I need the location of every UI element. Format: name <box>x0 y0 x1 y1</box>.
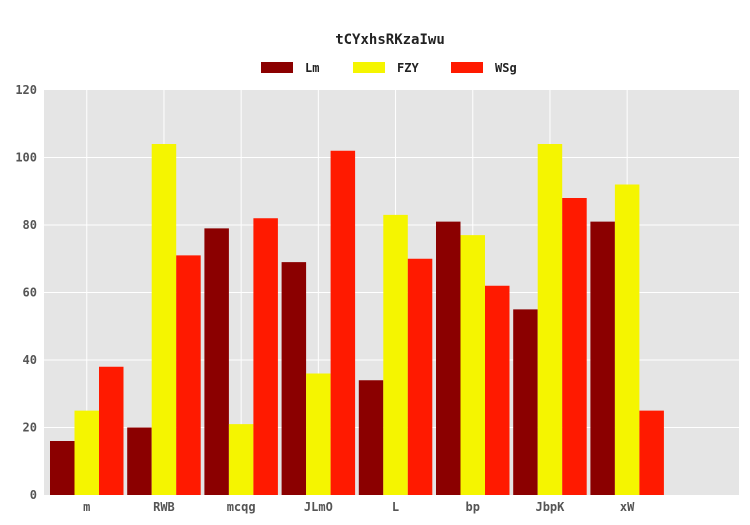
x-tick-label: RWB <box>153 500 175 514</box>
bar-Lm-RWB <box>127 427 152 495</box>
bar-Lm-JLmO <box>281 262 307 495</box>
y-tick-label: 0 <box>30 488 37 502</box>
bar-Lm-xW <box>590 221 615 495</box>
bar-FZY-RWB <box>151 144 177 495</box>
legend-label-Lm: Lm <box>305 61 319 75</box>
bar-WSg-m <box>99 366 124 495</box>
x-tick-label: mcqg <box>227 500 256 514</box>
bar-FZY-JLmO <box>306 373 331 495</box>
bar-Lm-mcqg <box>204 228 229 495</box>
bars <box>50 144 664 495</box>
y-tick-label: 20 <box>23 421 37 435</box>
x-tick-label: xW <box>620 500 635 514</box>
x-tick-label: L <box>392 500 399 514</box>
legend-swatch-FZY <box>353 62 385 73</box>
x-tick-label: bp <box>466 500 480 514</box>
bar-Lm-m <box>50 441 75 495</box>
bar-WSg-JLmO <box>330 150 356 495</box>
x-tick-label: JLmO <box>304 500 333 514</box>
y-axis-ticks: 0 20 40 60 80 100 120 <box>15 83 37 502</box>
y-tick-label: 40 <box>23 353 37 367</box>
bar-FZY-bp <box>460 235 485 495</box>
bar-WSg-mcqg <box>253 218 278 495</box>
bar-WSg-bp <box>485 285 510 495</box>
legend-label-WSg: WSg <box>495 61 517 75</box>
x-tick-label: m <box>83 500 90 514</box>
bar-FZY-mcqg <box>228 424 254 495</box>
bar-WSg-JbpK <box>562 198 587 495</box>
bar-WSg-RWB <box>176 255 201 495</box>
chart-title: tCYxhsRKzaIwu <box>335 32 445 48</box>
bar-WSg-xW <box>639 410 664 495</box>
bar-FZY-m <box>74 410 99 495</box>
legend-swatch-Lm <box>261 62 293 73</box>
legend-label-FZY: FZY <box>397 61 419 75</box>
bar-Lm-L <box>358 380 384 495</box>
y-tick-label: 60 <box>23 286 37 300</box>
y-tick-label: 100 <box>15 151 37 165</box>
bar-FZY-L <box>383 214 408 495</box>
y-tick-label: 80 <box>23 218 37 232</box>
legend: Lm FZY WSg <box>261 61 517 75</box>
legend-swatch-WSg <box>451 62 483 73</box>
bar-Lm-JbpK <box>513 309 538 495</box>
x-tick-label: JbpK <box>535 500 565 514</box>
bar-FZY-xW <box>614 184 640 495</box>
bar-FZY-JbpK <box>537 144 563 495</box>
bar-WSg-L <box>407 258 433 495</box>
y-tick-label: 120 <box>15 83 37 97</box>
bar-Lm-bp <box>436 221 461 495</box>
